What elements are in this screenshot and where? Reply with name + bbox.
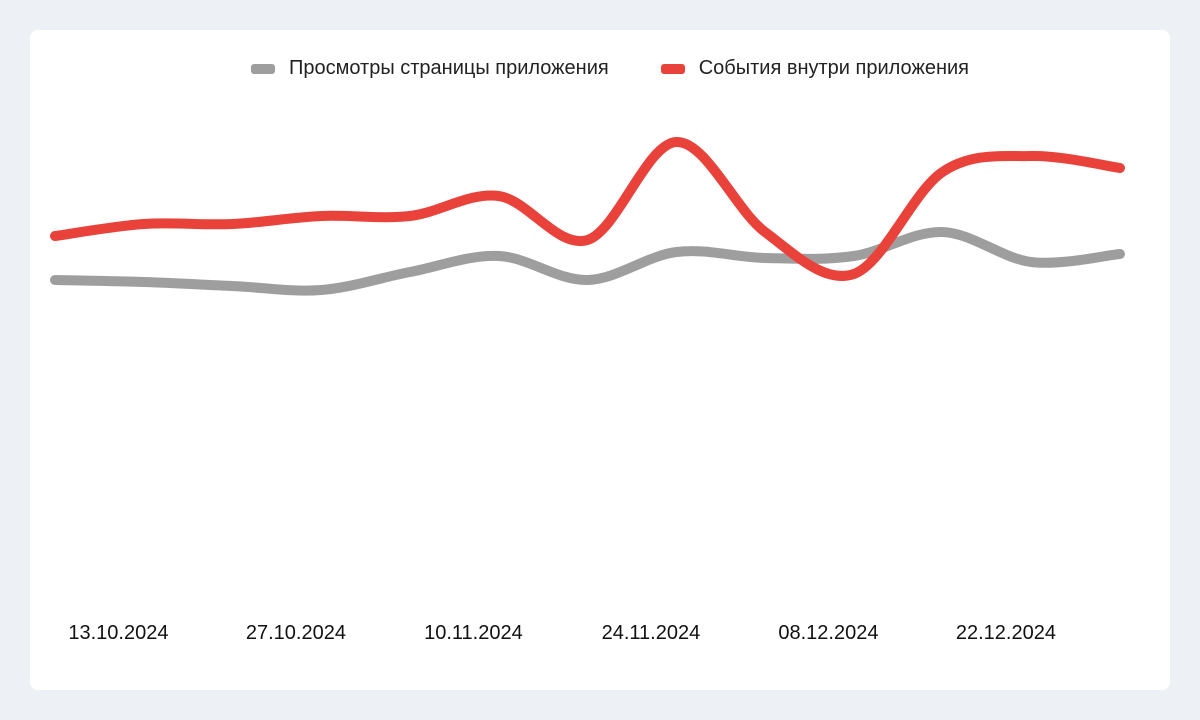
legend-swatch-in-app-events — [660, 63, 685, 74]
legend-label-in-app-events: События внутри приложения — [698, 57, 969, 79]
x-tick-label: 08.12.2024 — [778, 622, 878, 644]
series-layer — [50, 137, 1125, 296]
series-line-page-views[interactable] — [50, 226, 1125, 296]
legend-item-in-app-events[interactable]: События внутри приложения — [641, 57, 969, 80]
chart-card — [30, 30, 1170, 690]
series-line-in-app-events[interactable] — [50, 137, 1125, 281]
x-tick-label: 13.10.2024 — [68, 622, 168, 644]
x-tick-label: 10.11.2024 — [424, 622, 523, 644]
x-tick-label: 22.12.2024 — [956, 622, 1056, 644]
x-tick-label: 27.10.2024 — [246, 622, 346, 644]
x-axis-ticks: 13.10.2024 27.10.2024 10.11.2024 24.11.2024… — [68, 622, 1056, 644]
x-tick-label: 24.11.2024 — [602, 622, 701, 644]
legend-swatch-page-views — [250, 63, 275, 74]
chart-legend: Просмотры страницы приложения События вн… — [0, 57, 1200, 80]
legend-item-page-views[interactable]: Просмотры страницы приложения — [231, 57, 609, 80]
legend-label-page-views: Просмотры страницы приложения — [288, 57, 609, 79]
